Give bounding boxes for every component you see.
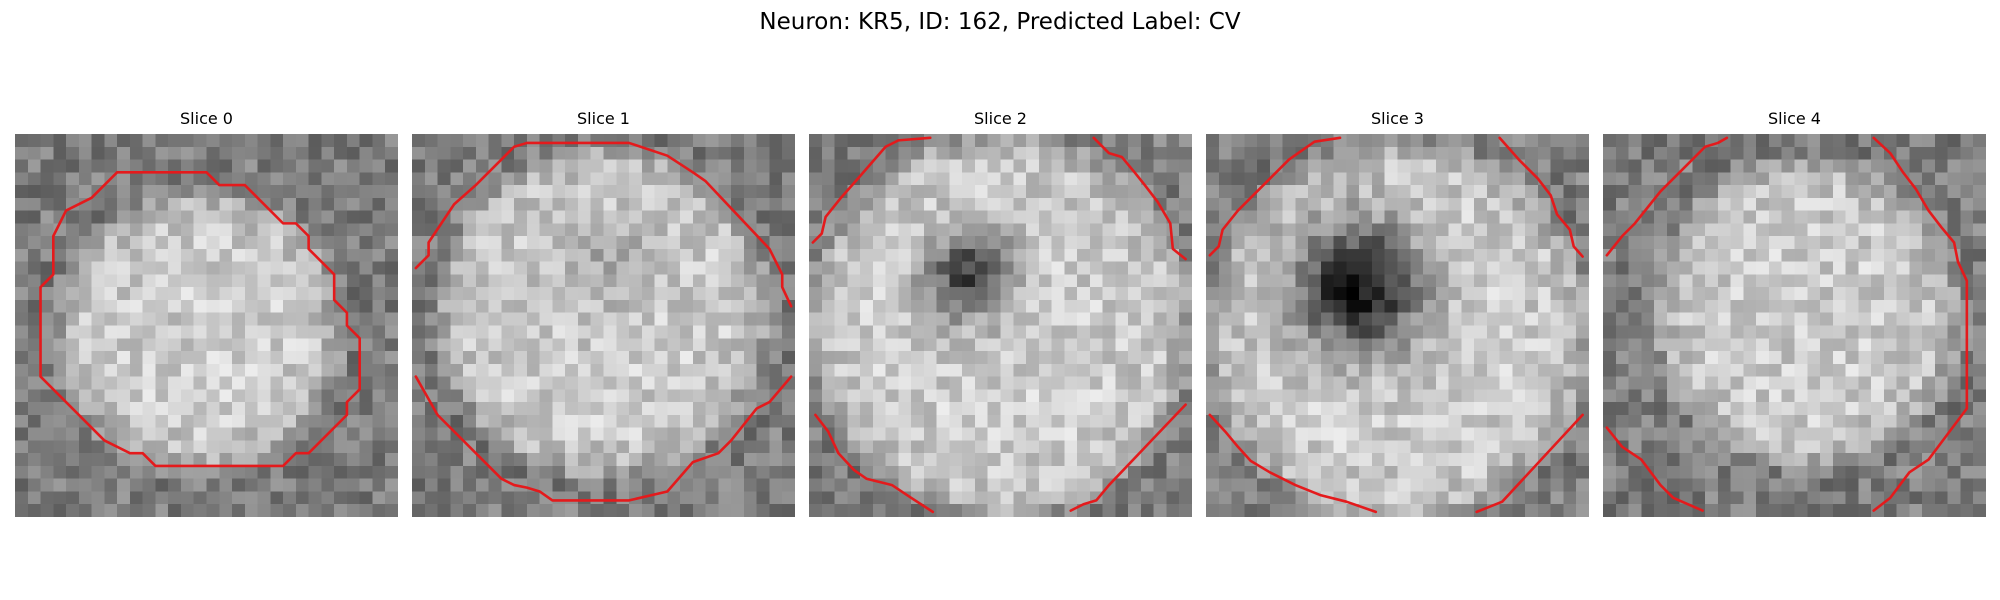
slice-2-contour-1 (1094, 138, 1186, 259)
slice-3-contour-1 (1500, 138, 1583, 257)
slice-2-panel: Slice 2 (809, 108, 1192, 517)
slice-4-contour-2 (1607, 428, 1703, 511)
slice-3-image (1206, 134, 1589, 517)
slice-1-panel: Slice 1 (412, 108, 795, 517)
slice-2-contour-0 (813, 138, 930, 243)
slice-1-image (412, 134, 795, 517)
slice-0-panel: Slice 0 (15, 108, 398, 517)
slice-4-contour-0 (1607, 138, 1727, 255)
slice-2-pixels (809, 134, 1192, 517)
slice-0-pixels (15, 134, 398, 517)
slice-3-contour-2 (1210, 415, 1376, 512)
slice-2-title: Slice 2 (974, 109, 1027, 128)
slice-4-image (1603, 134, 1986, 517)
figure-title: Neuron: KR5, ID: 162, Predicted Label: C… (759, 9, 1241, 35)
slice-0-image (15, 134, 398, 517)
slice-2-contour-2 (815, 415, 932, 512)
slice-3-contour-0 (1210, 138, 1340, 255)
slice-1-contour-0 (416, 143, 791, 306)
slice-1-contour-1 (416, 377, 791, 501)
slice-3-title: Slice 3 (1371, 109, 1424, 128)
slice-4-panel: Slice 4 (1603, 108, 1986, 517)
slice-3-contour-3 (1477, 415, 1583, 512)
slice-0-title: Slice 0 (180, 109, 233, 128)
slice-1-pixels (412, 134, 795, 517)
slice-3-panel: Slice 3 (1206, 108, 1589, 517)
slice-3-pixels (1206, 134, 1589, 517)
slice-4-pixels (1603, 134, 1986, 517)
slice-2-contour-3 (1071, 405, 1186, 511)
slice-4-contour-1 (1874, 138, 1967, 511)
slice-1-title: Slice 1 (577, 109, 630, 128)
slice-0-contour-0 (41, 172, 360, 466)
slice-2-image (809, 134, 1192, 517)
slice-4-title: Slice 4 (1768, 109, 1821, 128)
